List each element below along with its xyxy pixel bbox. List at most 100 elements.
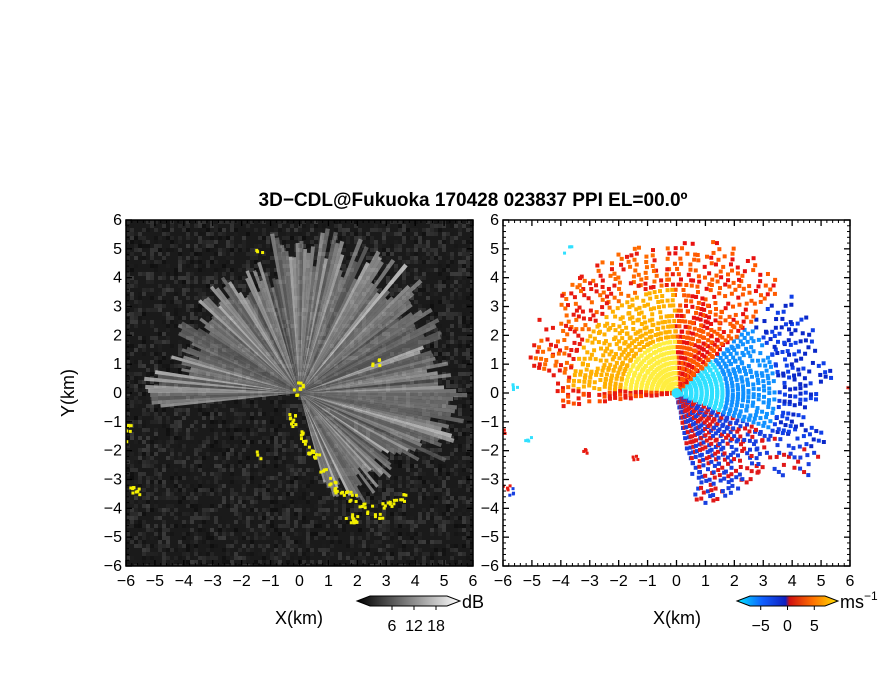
noise-cell [418, 536, 422, 540]
noise-cell [438, 532, 442, 536]
noise-cell [334, 452, 338, 456]
noise-cell [226, 404, 230, 408]
noise-cell [378, 532, 382, 536]
noise-cell [150, 320, 154, 324]
noise-cell [246, 464, 250, 468]
noise-cell [154, 352, 158, 356]
noise-cell [210, 552, 214, 556]
noise-cell [462, 496, 466, 500]
noise-cell [210, 284, 214, 288]
noise-cell [226, 328, 230, 332]
noise-cell [170, 248, 174, 252]
noise-cell [362, 448, 366, 452]
noise-cell [162, 552, 166, 556]
noise-cell [438, 316, 442, 320]
noise-cell [394, 336, 398, 340]
noise-cell [294, 352, 298, 356]
noise-cell [438, 312, 442, 316]
noise-cell [298, 228, 302, 232]
noise-cell [158, 296, 162, 300]
noise-cell [426, 252, 430, 256]
noise-cell [166, 324, 170, 328]
noise-cell [174, 300, 178, 304]
noise-cell [342, 528, 346, 532]
noise-cell [134, 564, 138, 566]
noise-cell [274, 548, 278, 552]
noise-cell [374, 552, 378, 556]
intensity-beam [299, 261, 370, 393]
noise-cell [398, 440, 402, 444]
hard-target-echo [344, 516, 348, 520]
noise-cell [146, 412, 150, 416]
noise-cell [134, 416, 138, 420]
noise-cell [194, 456, 198, 460]
noise-cell [246, 252, 250, 256]
noise-cell [210, 340, 214, 344]
noise-cell [310, 492, 314, 496]
noise-cell [466, 416, 470, 420]
noise-cell [446, 260, 450, 264]
noise-cell [186, 224, 190, 228]
velocity-cell [726, 461, 731, 466]
noise-cell [250, 488, 254, 492]
noise-cell [318, 264, 322, 268]
noise-cell [378, 560, 382, 564]
noise-cell [258, 428, 262, 432]
noise-cell [178, 236, 182, 240]
noise-cell [230, 364, 234, 368]
noise-cell [418, 496, 422, 500]
noise-cell [154, 420, 158, 424]
noise-cell [142, 408, 146, 412]
noise-cell [470, 496, 473, 500]
noise-cell [130, 468, 134, 472]
noise-cell [154, 472, 158, 476]
noise-cell [298, 344, 302, 348]
noise-cell [358, 332, 362, 336]
noise-cell [458, 384, 462, 388]
noise-cell [174, 508, 178, 512]
noise-cell [346, 288, 350, 292]
noise-cell [462, 508, 466, 512]
noise-cell [430, 368, 434, 372]
noise-cell [170, 224, 174, 228]
noise-cell [386, 432, 390, 436]
hard-target-echo [381, 516, 385, 520]
intensity-beam [299, 248, 308, 393]
noise-cell [366, 516, 370, 520]
noise-cell [214, 448, 218, 452]
noise-cell [270, 244, 274, 248]
noise-cell [350, 544, 354, 548]
velocity-cell [688, 423, 693, 428]
noise-cell [354, 488, 358, 492]
hard-target-echo [301, 432, 305, 436]
noise-cell [230, 492, 234, 496]
velocity-cell [711, 433, 716, 438]
noise-cell [218, 476, 222, 480]
noise-cell [422, 480, 426, 484]
noise-cell [306, 520, 310, 524]
velocity-cell [690, 434, 695, 439]
noise-cell [326, 408, 330, 412]
noise-cell [306, 396, 310, 400]
noise-cell [138, 256, 142, 260]
noise-cell [414, 480, 418, 484]
hard-target-echo [334, 491, 338, 495]
noise-cell [326, 312, 330, 316]
noise-cell [226, 432, 230, 436]
noise-cell [230, 252, 234, 256]
noise-cell [386, 552, 390, 556]
noise-cell [254, 508, 258, 512]
noise-cell [310, 536, 314, 540]
hard-target-echo [289, 422, 293, 426]
noise-cell [422, 232, 426, 236]
noise-cell [414, 240, 418, 244]
noise-cell [294, 500, 298, 504]
noise-cell [150, 476, 154, 480]
noise-cell [150, 544, 154, 548]
noise-cell [382, 560, 386, 564]
noise-cell [202, 232, 206, 236]
noise-cell [230, 488, 234, 492]
intensity-beam [299, 388, 457, 393]
intensity-x-tick-label: 4 [411, 573, 420, 590]
noise-cell [430, 300, 434, 304]
